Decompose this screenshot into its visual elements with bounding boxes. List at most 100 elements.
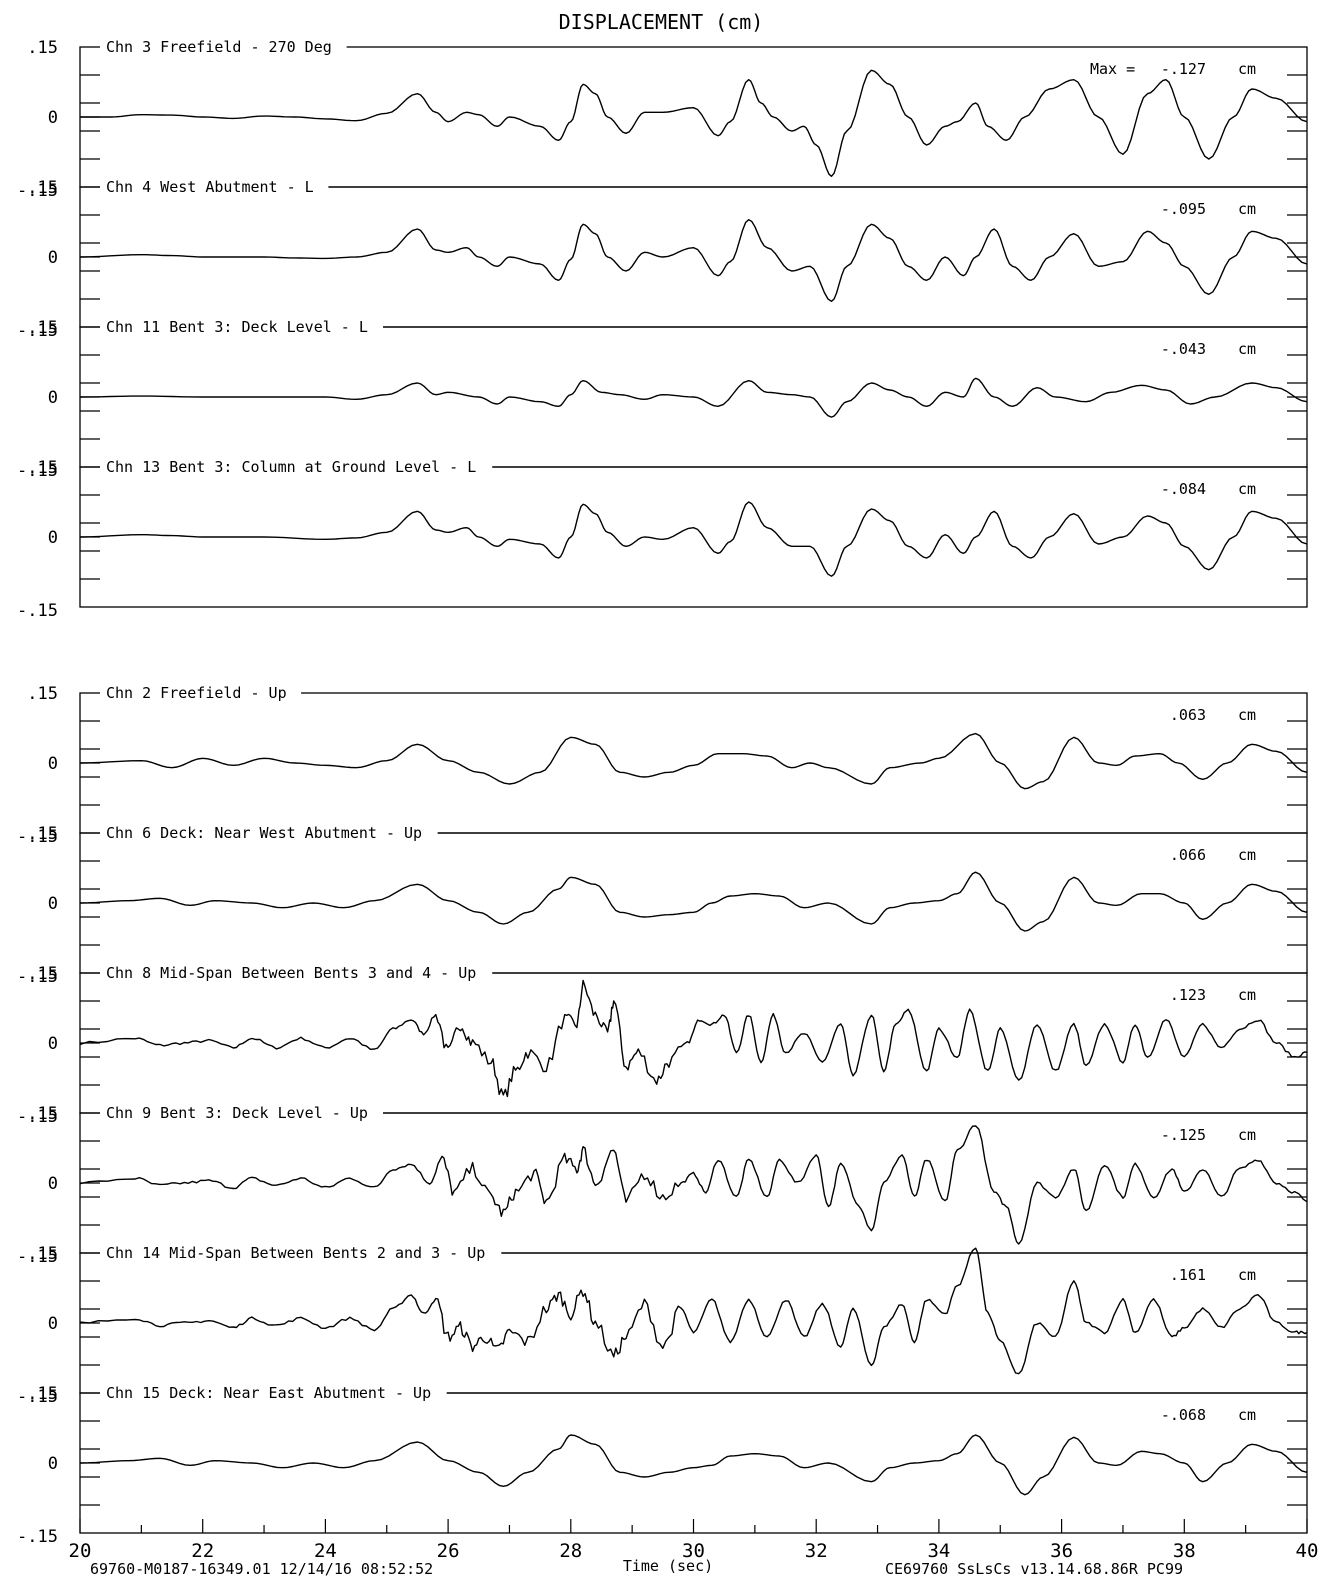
displacement-trace <box>79 732 1308 790</box>
y-tick-label: 0 <box>48 388 58 408</box>
max-value: -.084 <box>1161 480 1206 498</box>
label-background <box>100 967 493 979</box>
max-unit: cm <box>1238 1266 1256 1284</box>
y-tick-label: -.15 <box>17 1247 58 1267</box>
y-tick-label: -.15 <box>17 181 58 201</box>
y-tick-label: .15 <box>27 318 58 338</box>
displacement-trace <box>79 871 1308 932</box>
channel-label: Chn 9 Bent 3: Deck Level - Up <box>106 1104 368 1122</box>
y-tick-label: -.15 <box>17 1527 58 1547</box>
displacement-trace <box>79 1247 1308 1375</box>
y-tick-label: 0 <box>48 1174 58 1194</box>
channel-label: Chn 14 Mid-Span Between Bents 2 and 3 - … <box>106 1244 485 1262</box>
displacement-trace <box>80 69 1308 177</box>
displacement-trace <box>79 501 1308 577</box>
channel-panel: .15 0 -.15 Chn 4 West Abutment - L -.095 cm <box>17 178 1308 341</box>
max-unit: cm <box>1238 1406 1256 1424</box>
max-unit: cm <box>1238 480 1256 498</box>
channel-panel: .15 0 -.15 Chn 9 Bent 3: Deck Level - Up -.1… <box>17 1104 1308 1267</box>
x-tick-label: 26 <box>437 1540 460 1562</box>
max-value: -.125 <box>1161 1126 1206 1144</box>
max-unit: cm <box>1238 846 1256 864</box>
displacement-trace <box>79 377 1308 418</box>
x-tick-label: 36 <box>1050 1540 1073 1562</box>
channel-label: Chn 6 Deck: Near West Abutment - Up <box>106 824 422 842</box>
y-tick-label: -.15 <box>17 461 58 481</box>
max-value: .123 <box>1170 986 1206 1004</box>
y-tick-label: 0 <box>48 248 58 268</box>
max-value: -.127 <box>1161 60 1206 78</box>
label-background <box>100 1387 447 1399</box>
label-background <box>100 461 493 473</box>
max-value: -.068 <box>1161 1406 1206 1424</box>
max-unit: cm <box>1238 200 1256 218</box>
max-prefix: Max = <box>1090 60 1135 78</box>
max-unit: cm <box>1238 1126 1256 1144</box>
y-tick-label: .15 <box>27 824 58 844</box>
max-value: -.095 <box>1161 200 1206 218</box>
x-tick-label: 24 <box>314 1540 337 1562</box>
max-unit: cm <box>1238 340 1256 358</box>
y-tick-label: .15 <box>27 178 58 198</box>
channel-panel: .15 0 -.15 Chn 6 Deck: Near West Abutment -… <box>17 824 1308 987</box>
y-tick-label: .15 <box>27 684 58 704</box>
y-tick-label: .15 <box>27 1104 58 1124</box>
max-unit: cm <box>1238 60 1256 78</box>
displacement-trace <box>79 1434 1308 1496</box>
x-tick-label: 30 <box>682 1540 705 1562</box>
max-value: -.043 <box>1161 340 1206 358</box>
time-axis: 20 22 24 26 28 30 32 34 36 38 40 <box>69 1519 1319 1562</box>
x-axis-label: Time (sec) <box>623 1557 713 1575</box>
y-tick-label: 0 <box>48 754 58 774</box>
label-background <box>100 827 438 839</box>
max-unit: cm <box>1238 986 1256 1004</box>
y-tick-label: .15 <box>27 964 58 984</box>
channel-label: Chn 3 Freefield - 270 Deg <box>106 38 332 56</box>
y-tick-label: .15 <box>27 38 58 58</box>
label-background <box>100 1107 383 1119</box>
x-tick-label: 20 <box>69 1540 92 1562</box>
y-tick-label: -.15 <box>17 827 58 847</box>
y-tick-label: 0 <box>48 528 58 548</box>
channel-label: Chn 8 Mid-Span Between Bents 3 and 4 - U… <box>106 964 476 982</box>
channel-panels: .15 0 -.15 Chn 3 Freefield - 270 Deg Max = -.… <box>17 38 1308 1547</box>
max-value: .063 <box>1170 706 1206 724</box>
max-value: .161 <box>1170 1266 1206 1284</box>
y-tick-label: 0 <box>48 1454 58 1474</box>
y-tick-label: -.15 <box>17 321 58 341</box>
y-tick-label: -.15 <box>17 1107 58 1127</box>
x-tick-label: 22 <box>191 1540 214 1562</box>
displacement-trace <box>79 219 1308 302</box>
label-background <box>100 41 347 53</box>
y-tick-label: .15 <box>27 1244 58 1264</box>
x-tick-label: 28 <box>559 1540 582 1562</box>
max-value: .066 <box>1170 846 1206 864</box>
y-tick-label: .15 <box>27 1384 58 1404</box>
y-tick-label: 0 <box>48 894 58 914</box>
max-unit: cm <box>1238 706 1256 724</box>
channel-label: Chn 15 Deck: Near East Abutment - Up <box>106 1384 431 1402</box>
label-background <box>100 1247 502 1259</box>
y-tick-label: 0 <box>48 1034 58 1054</box>
x-tick-label: 40 <box>1296 1540 1319 1562</box>
footer-file-id: 69760-M0187-16349.01 12/14/16 08:52:52 <box>90 1560 433 1577</box>
channel-panel: .15 0 -.15 Chn 15 Deck: Near East Abutment … <box>17 1384 1308 1547</box>
displacement-trace <box>79 1125 1308 1245</box>
label-background <box>100 321 383 333</box>
label-background <box>100 181 329 193</box>
channel-label: Chn 13 Bent 3: Column at Ground Level - … <box>106 458 476 476</box>
y-tick-label: 0 <box>48 108 58 128</box>
panel-frame <box>79 1112 1308 1254</box>
y-tick-label: -.15 <box>17 601 58 621</box>
x-tick-label: 32 <box>805 1540 828 1562</box>
y-tick-label: .15 <box>27 458 58 478</box>
displacement-trace <box>79 979 1308 1098</box>
y-tick-label: -.15 <box>17 967 58 987</box>
channel-panel: .15 0 -.15 Chn 13 Bent 3: Column at Ground … <box>17 458 1308 621</box>
x-tick-label: 38 <box>1173 1540 1196 1562</box>
channel-panel: .15 0 -.15 Chn 8 Mid-Span Between Bents 3 a… <box>17 964 1308 1127</box>
x-tick-label: 34 <box>927 1540 950 1562</box>
channel-panel: .15 0 -.15 Chn 14 Mid-Span Between Bents 2 … <box>17 1244 1308 1407</box>
channel-label: Chn 4 West Abutment - L <box>106 178 314 196</box>
